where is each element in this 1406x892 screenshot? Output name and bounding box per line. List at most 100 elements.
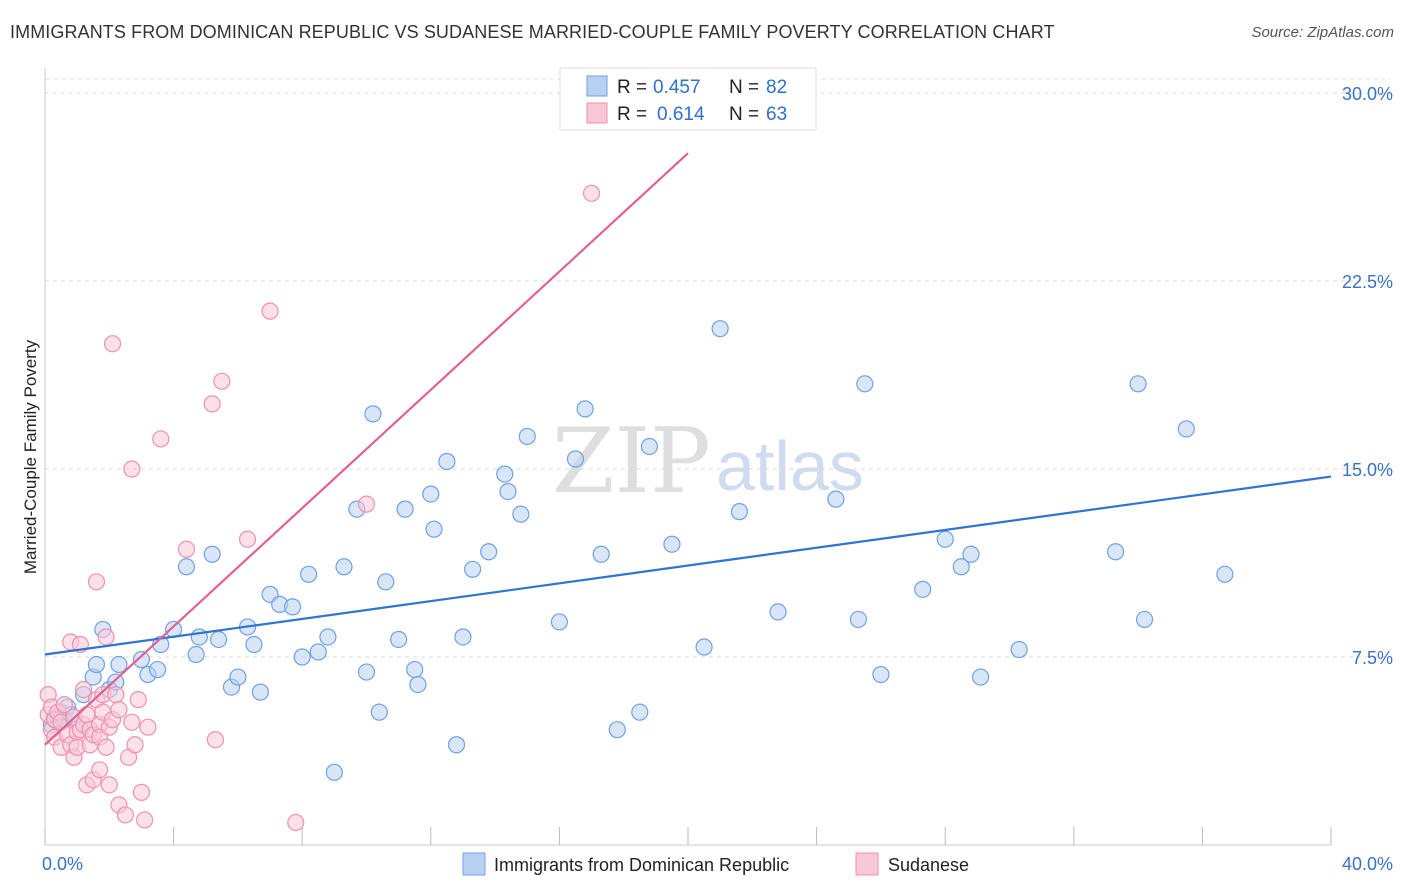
series-0-point-48 [425,520,443,538]
series-1-point-48 [129,691,147,709]
series-0-point-54 [496,465,514,483]
series-0-point-41 [370,703,388,721]
series-0-point-50 [447,736,466,754]
series-1-point-57 [238,530,257,548]
series-0-point-33 [300,565,318,583]
series-1-point-51 [139,718,157,736]
series-0-point-37 [335,558,353,576]
bottom-legend-label-sudanese: Sudanese [888,855,969,875]
series-0-point-70 [827,490,845,508]
series-1-point-31 [91,761,109,779]
series-1-point-46 [123,713,141,731]
series-0-point-78 [971,668,990,686]
series-0-point-75 [936,530,954,548]
series-0-point-13 [110,655,128,674]
series-1-point-41 [110,701,128,719]
series-0-point-34 [309,643,327,661]
data-points [39,184,1234,832]
series-0-point-27 [245,635,263,654]
series-0-point-60 [576,400,594,418]
series-1-point-34 [97,628,115,646]
legend-swatch-sudanese [586,102,608,124]
series-0-point-73 [872,665,890,684]
series-1-point-59 [287,813,305,832]
series-0-point-53 [480,543,498,561]
series-0-point-28 [251,683,270,701]
legend-n-value-2: 63 [766,104,787,125]
series-1-point-58 [261,302,279,320]
series-0-point-72 [856,375,874,393]
series-1-points [39,184,601,832]
y-tick-label-1: 15.0% [1342,460,1393,480]
series-0-point-47 [422,485,440,503]
series-0-point-74 [914,580,932,598]
series-0-point-35 [319,628,337,646]
series-0-point-20 [187,645,205,664]
y-tick-labels: 7.5% 15.0% 22.5% 30.0% [1342,84,1393,668]
series-1-point-53 [177,540,196,558]
y-tick-label-2: 22.5% [1342,272,1393,292]
legend-r-label-1: R = [617,77,647,98]
series-1-point-19 [74,680,93,699]
x-tick-label-1: 40.0% [1342,854,1393,874]
series-0-points [42,320,1234,781]
legend-n-value-1: 82 [766,77,787,98]
series-0-point-32 [293,648,311,666]
series-0-point-67 [711,320,729,338]
series-0-point-23 [210,630,228,649]
series-0-point-14 [132,650,151,669]
legend-r-value-1: 0.457 [653,77,701,98]
series-0-point-40 [364,405,382,423]
series-1-point-40 [107,686,125,704]
series-1-point-50 [136,811,154,829]
series-1-point-45 [123,460,141,478]
bottom-legend: Immigrants from Dominican Republic Sudan… [462,852,969,876]
series-0-point-19 [177,558,196,576]
series-0-point-76 [952,558,970,576]
series-0-point-43 [390,630,408,649]
trend-line-1 [44,152,689,746]
series-1-point-52 [152,430,170,448]
series-1-point-47 [126,736,144,754]
series-1-point-49 [132,783,151,801]
series-0-point-68 [730,503,749,521]
x-tick-label-0: 0.0% [42,854,83,874]
series-0-point-55 [499,482,517,501]
series-0-point-31 [283,598,302,616]
legend-n-label-1: N = [729,77,759,98]
series-0-point-36 [325,763,343,781]
series-1-point-27 [87,573,106,591]
series-0-point-9 [87,655,106,674]
series-0-point-57 [518,427,536,446]
series-0-point-69 [769,603,787,621]
series-1-point-35 [97,738,115,756]
series-0-point-79 [1010,640,1028,659]
legend-r-value-2: 0.614 [657,104,705,125]
series-1-point-38 [103,335,122,353]
series-0-point-84 [1216,565,1234,583]
bottom-legend-swatch-sudanese [855,852,879,876]
bottom-legend-label-dominican: Immigrants from Dominican Republic [494,855,789,875]
bottom-legend-swatch-dominican [462,852,486,876]
y-tick-label-3: 30.0% [1342,84,1393,104]
series-0-point-16 [148,660,167,679]
series-0-point-58 [550,613,569,631]
series-0-point-51 [454,628,472,646]
chart-source: Source: ZipAtlas.com [1251,24,1394,41]
series-0-point-64 [640,437,659,456]
series-0-point-61 [592,545,610,563]
series-1-point-61 [582,184,601,202]
series-1-point-56 [213,372,231,390]
trend-lines [44,152,1332,746]
series-0-point-83 [1177,420,1195,438]
series-0-point-77 [962,545,980,563]
series-0-point-45 [406,660,424,679]
series-0-point-80 [1106,543,1125,561]
series-0-point-71 [849,610,867,629]
x-ticks [44,827,1332,845]
series-0-point-42 [377,573,395,591]
top-legend: R = 0.457 N = 82 R = 0.614 N = 63 [559,67,817,131]
series-0-point-49 [438,452,456,471]
series-0-point-25 [229,668,247,686]
